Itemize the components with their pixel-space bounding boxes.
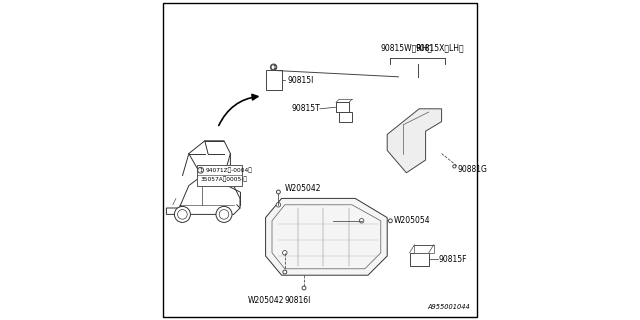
Text: 90815X〈LH〉: 90815X〈LH〉 <box>416 44 465 52</box>
Circle shape <box>276 190 280 194</box>
Text: 35057A「0005-」: 35057A「0005-」 <box>201 176 248 182</box>
Text: 90816I: 90816I <box>284 296 311 305</box>
Bar <box>339 112 352 122</box>
Bar <box>197 165 242 186</box>
Bar <box>410 253 429 266</box>
Text: 90815T: 90815T <box>291 104 320 113</box>
Circle shape <box>198 167 204 173</box>
Circle shape <box>283 270 287 274</box>
Text: W205054: W205054 <box>394 216 430 225</box>
Circle shape <box>271 65 276 70</box>
Bar <box>415 245 434 253</box>
Circle shape <box>360 219 364 223</box>
Text: 90881G: 90881G <box>458 165 488 174</box>
Circle shape <box>302 286 306 290</box>
Text: 1: 1 <box>199 168 202 173</box>
Circle shape <box>271 64 277 70</box>
Circle shape <box>219 210 229 219</box>
Circle shape <box>276 203 280 207</box>
Circle shape <box>283 251 287 255</box>
Circle shape <box>174 206 191 222</box>
Polygon shape <box>166 176 240 214</box>
Text: W205042: W205042 <box>285 184 321 193</box>
Text: 90815I: 90815I <box>288 76 314 84</box>
Text: 90815F: 90815F <box>438 255 467 264</box>
Text: 1: 1 <box>272 65 275 70</box>
Bar <box>336 102 349 112</box>
Circle shape <box>216 206 232 222</box>
Circle shape <box>388 219 392 223</box>
Polygon shape <box>266 198 387 275</box>
Text: W205042: W205042 <box>247 296 284 305</box>
Text: 94071Z「-0004」: 94071Z「-0004」 <box>205 167 252 173</box>
Circle shape <box>453 165 456 168</box>
Text: 90815W〈RH〉: 90815W〈RH〉 <box>381 44 433 52</box>
Text: A955001044: A955001044 <box>428 304 470 310</box>
Bar <box>266 70 282 90</box>
Circle shape <box>178 210 188 219</box>
Polygon shape <box>387 109 442 173</box>
